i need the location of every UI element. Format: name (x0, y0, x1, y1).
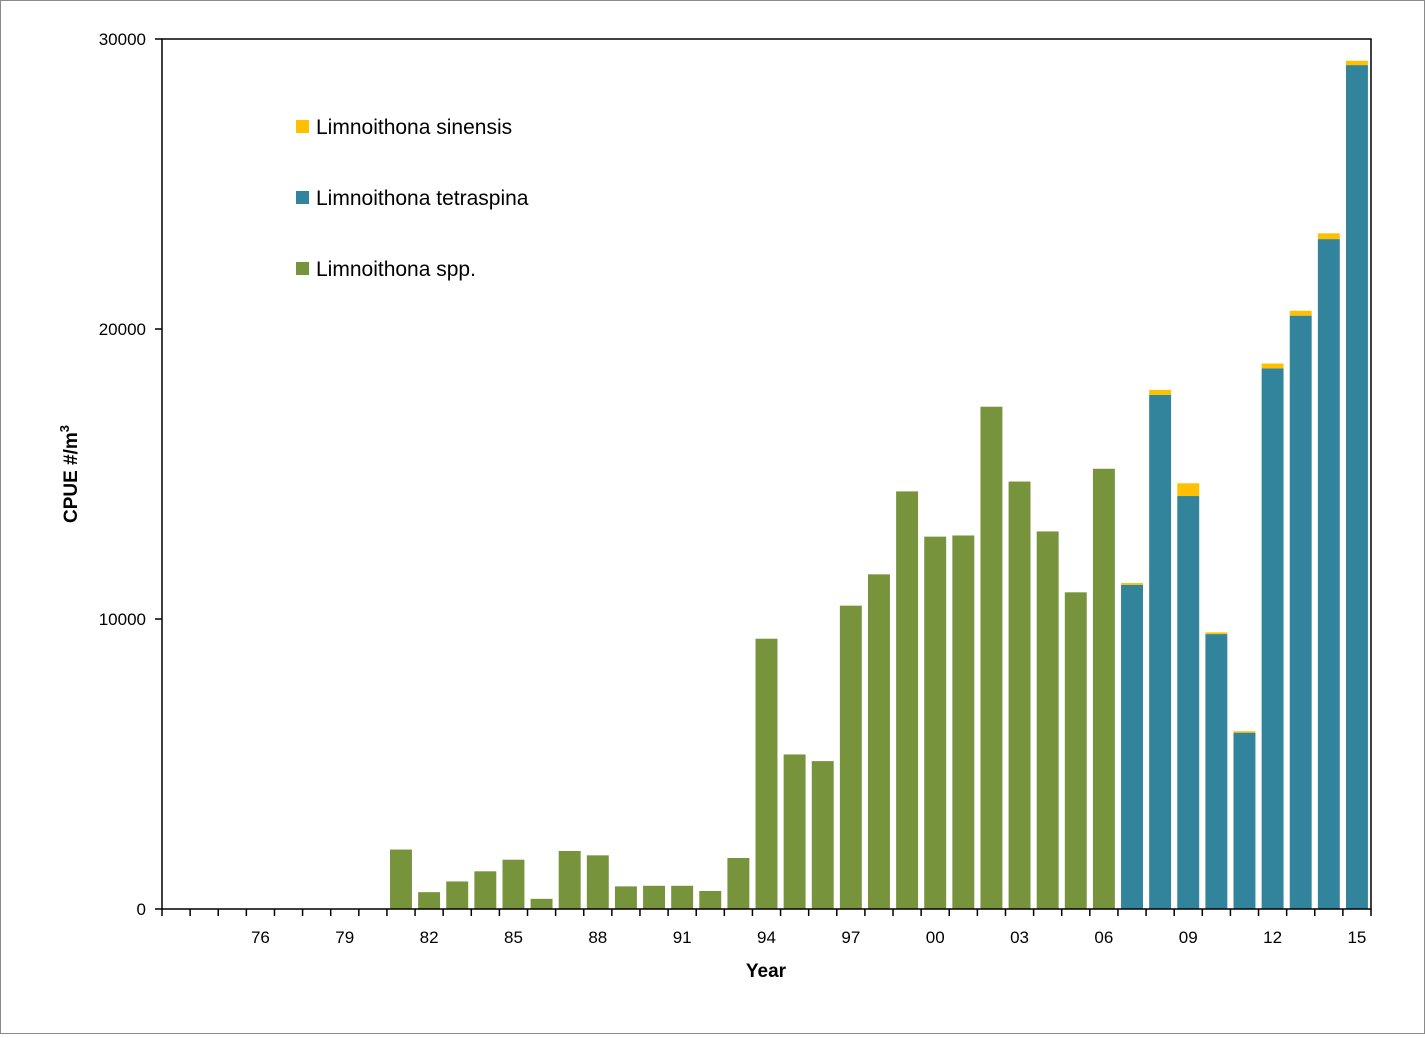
x-tick-label-2003: 03 (1010, 928, 1029, 947)
bar-1986-series-0 (530, 898, 553, 909)
bar-2005-series-0 (1064, 592, 1087, 909)
bar-2010-series-2 (1205, 632, 1228, 635)
bar-2008-series-1 (1149, 394, 1172, 910)
x-tick-label-2006: 06 (1094, 928, 1113, 947)
bar-1997-series-0 (839, 605, 862, 909)
y-axis-title: CPUE #/m3 (57, 425, 82, 523)
bar-2015-series-1 (1345, 65, 1368, 910)
bar-1991-series-0 (671, 885, 694, 909)
y-axis-title-main: CPUE #/m (61, 432, 82, 523)
legend-swatch-2 (296, 120, 309, 133)
bar-1998-series-0 (868, 574, 890, 909)
bar-1983-series-0 (446, 881, 469, 909)
x-tick-label-1985: 85 (504, 928, 523, 947)
bar-2012-series-1 (1261, 368, 1284, 909)
bar-1996-series-0 (811, 761, 834, 909)
bar-2008-series-2 (1149, 389, 1172, 395)
bar-1990-series-0 (643, 885, 665, 909)
bar-2007-series-1 (1121, 584, 1143, 909)
bar-1981-series-0 (390, 849, 412, 909)
y-tick-label: 30000 (99, 30, 146, 49)
x-tick-label-2015: 15 (1347, 928, 1366, 947)
bar-2000-series-0 (924, 536, 947, 909)
x-axis: 76 79 82 85 88 91 94 97 00 03 06 09 12 15 (161, 909, 1372, 947)
y-axis: 0 10000 20000 30000 (99, 30, 162, 919)
bar-1993-series-0 (727, 857, 750, 909)
legend-label-0: Limnoithona spp. (316, 258, 476, 281)
bar-2013-series-2 (1289, 310, 1312, 316)
legend-label-1: Limnoithona tetraspina (316, 187, 529, 210)
y-tick-label: 20000 (99, 320, 146, 339)
legend: Limnoithona sinensis Limnoithona tetraspi… (296, 116, 529, 281)
bar-2003-series-0 (1008, 481, 1031, 909)
bar-1985-series-0 (502, 859, 525, 909)
legend-swatch-0 (296, 262, 309, 275)
bar-2012-series-2 (1261, 363, 1284, 369)
bar-2007-series-2 (1121, 583, 1143, 585)
bar-1989-series-0 (614, 886, 637, 909)
x-tick-label-2012: 12 (1263, 928, 1282, 947)
bar-2001-series-0 (952, 535, 975, 909)
bar-1982-series-0 (418, 892, 441, 909)
bar-1994-series-0 (755, 638, 778, 909)
bar-2014-series-2 (1317, 233, 1340, 240)
y-axis-title-superscript: 3 (57, 425, 72, 432)
bar-2014-series-1 (1317, 239, 1340, 910)
bar-2015-series-2 (1345, 60, 1368, 66)
bar-1995-series-0 (783, 754, 806, 909)
bar-1987-series-0 (558, 851, 581, 909)
bar-2013-series-1 (1289, 315, 1312, 909)
bar-2009-series-1 (1177, 496, 1200, 909)
plot-area-border (161, 38, 1372, 910)
legend-label-2: Limnoithona sinensis (316, 116, 512, 139)
x-axis-title: Year (746, 961, 787, 982)
x-tick-label-1979: 79 (335, 928, 354, 947)
y-tick-label: 0 (137, 900, 146, 919)
y-tick-label: 10000 (99, 610, 146, 629)
x-tick-label-1982: 82 (420, 928, 439, 947)
bar-2010-series-1 (1205, 634, 1228, 909)
bar-2002-series-0 (980, 406, 1003, 909)
legend-swatch-1 (296, 191, 309, 204)
x-tick-label-1997: 97 (841, 928, 860, 947)
x-tick-label-1994: 94 (757, 928, 776, 947)
bar-2011-series-2 (1233, 731, 1256, 733)
x-tick-label-2000: 00 (926, 928, 945, 947)
x-tick-label-1991: 91 (673, 928, 692, 947)
bars-layer (390, 60, 1368, 910)
x-tick-label-1988: 88 (588, 928, 607, 947)
bar-2006-series-0 (1092, 468, 1115, 909)
x-tick-label-2009: 09 (1179, 928, 1198, 947)
bar-1992-series-0 (699, 891, 722, 909)
x-tick-label-1976: 76 (251, 928, 270, 947)
bar-1999-series-0 (896, 491, 919, 909)
bar-2009-series-2 (1177, 483, 1200, 497)
bar-1984-series-0 (474, 871, 497, 909)
bar-1988-series-0 (586, 855, 609, 909)
plot-border-rect (161, 38, 1372, 910)
bar-2004-series-0 (1036, 531, 1059, 909)
bar-2011-series-1 (1233, 732, 1256, 909)
